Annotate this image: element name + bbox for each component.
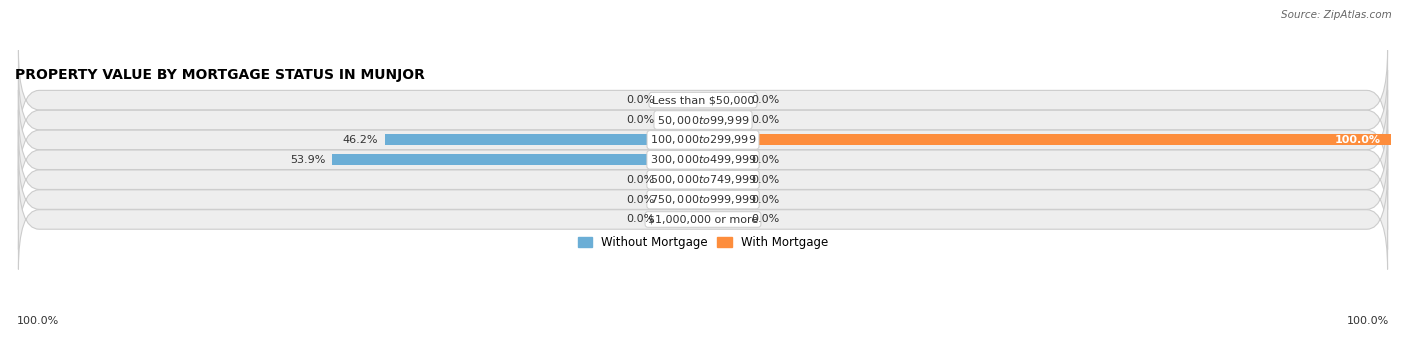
Text: 0.0%: 0.0% [627,215,655,224]
Text: 100.0%: 100.0% [17,317,59,326]
Text: 0.0%: 0.0% [751,115,779,125]
Bar [703,134,1391,146]
FancyBboxPatch shape [18,70,1388,170]
Text: $750,000 to $999,999: $750,000 to $999,999 [650,193,756,206]
Bar [703,194,744,205]
Bar [703,115,744,125]
FancyBboxPatch shape [18,90,1388,190]
Bar [703,214,744,225]
Bar [703,95,744,106]
Text: 53.9%: 53.9% [290,155,325,165]
Bar [662,115,703,125]
FancyBboxPatch shape [18,170,1388,269]
Bar [662,194,703,205]
Legend: Without Mortgage, With Mortgage: Without Mortgage, With Mortgage [574,232,832,254]
Text: PROPERTY VALUE BY MORTGAGE STATUS IN MUNJOR: PROPERTY VALUE BY MORTGAGE STATUS IN MUN… [15,68,425,82]
Text: $50,000 to $99,999: $50,000 to $99,999 [657,114,749,126]
Text: 100.0%: 100.0% [1334,135,1381,145]
Bar [703,154,744,165]
Text: 46.2%: 46.2% [343,135,378,145]
Text: 0.0%: 0.0% [627,175,655,185]
Text: 0.0%: 0.0% [751,194,779,205]
Text: 100.0%: 100.0% [1347,317,1389,326]
Text: 0.0%: 0.0% [751,215,779,224]
FancyBboxPatch shape [18,130,1388,230]
Text: 0.0%: 0.0% [627,95,655,105]
FancyBboxPatch shape [18,110,1388,210]
Bar [332,154,703,165]
Text: Less than $50,000: Less than $50,000 [652,95,754,105]
Text: $1,000,000 or more: $1,000,000 or more [648,215,758,224]
Bar [662,214,703,225]
Text: 0.0%: 0.0% [751,95,779,105]
Bar [662,174,703,185]
Bar [703,174,744,185]
Text: 0.0%: 0.0% [751,175,779,185]
Text: $500,000 to $749,999: $500,000 to $749,999 [650,173,756,186]
FancyBboxPatch shape [18,50,1388,150]
Text: 0.0%: 0.0% [627,115,655,125]
Text: 0.0%: 0.0% [751,155,779,165]
Text: $100,000 to $299,999: $100,000 to $299,999 [650,133,756,147]
Text: Source: ZipAtlas.com: Source: ZipAtlas.com [1281,10,1392,20]
Text: 0.0%: 0.0% [627,194,655,205]
Text: $300,000 to $499,999: $300,000 to $499,999 [650,153,756,166]
Bar [662,95,703,106]
Bar [385,134,703,146]
FancyBboxPatch shape [18,150,1388,250]
